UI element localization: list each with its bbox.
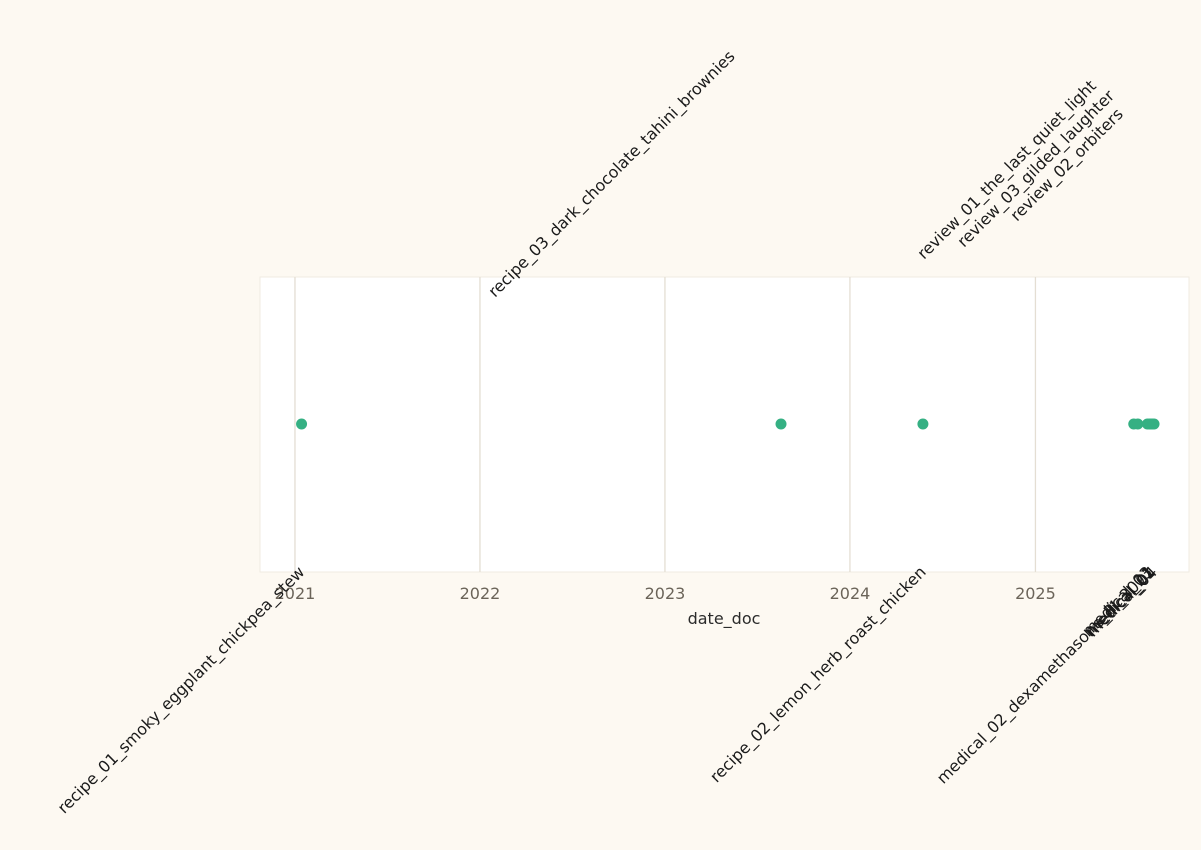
data-point <box>296 418 308 430</box>
data-point <box>917 418 929 430</box>
data-point <box>1148 418 1160 430</box>
data-point <box>775 418 787 430</box>
x-tick-label: 2021 <box>275 584 316 603</box>
x-tick-label: 2022 <box>460 584 501 603</box>
x-axis-ticks: 2021 2022 2023 2024 2025 <box>275 584 1056 603</box>
data-points <box>296 418 1160 430</box>
plot-area <box>259 276 1190 573</box>
x-tick-label: 2025 <box>1015 584 1056 603</box>
x-axis-title: date_doc <box>688 609 761 629</box>
data-point <box>1132 418 1144 430</box>
grid-lines <box>294 277 1037 572</box>
x-tick-label: 2023 <box>645 584 686 603</box>
x-tick-label: 2024 <box>830 584 871 603</box>
